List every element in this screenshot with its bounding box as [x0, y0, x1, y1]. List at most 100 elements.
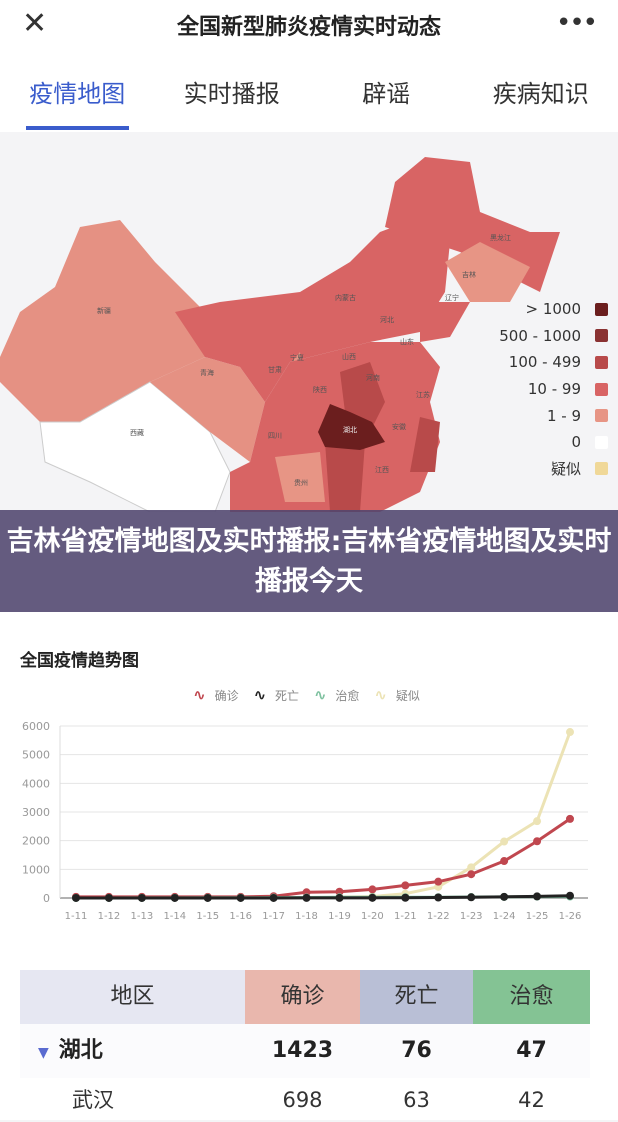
close-icon[interactable]: ✕ [22, 6, 47, 41]
svg-text:宁夏: 宁夏 [290, 353, 304, 362]
chart-legend-item[interactable]: ∿ 治愈 [314, 689, 364, 703]
series-line-0 [76, 819, 570, 897]
region-cell: 武汉 [20, 1078, 245, 1122]
table-row[interactable]: ▼湖北 1423 76 47 [20, 1024, 590, 1078]
header-confirmed[interactable]: 确诊 [245, 970, 360, 1024]
data-point [237, 894, 245, 902]
legend-item[interactable]: 100 - 499 [499, 349, 608, 376]
svg-text:河南: 河南 [366, 373, 380, 382]
legend-item[interactable]: 疑似 [499, 456, 608, 483]
data-point [270, 894, 278, 902]
legend-label: 疑似 [551, 458, 581, 479]
svg-text:新疆: 新疆 [97, 306, 111, 315]
china-map[interactable]: 新疆 青海 西藏 内蒙古 黑龙江 吉林 辽宁 宁夏 甘肃 陕西 河南 湖北 四川… [0, 132, 618, 512]
legend-label: > 1000 [525, 300, 581, 318]
tab-disease-knowledge[interactable]: 疾病知识 [464, 50, 618, 132]
data-point [204, 894, 212, 902]
header-cured[interactable]: 治愈 [473, 970, 590, 1024]
legend-item[interactable]: 1 - 9 [499, 402, 608, 429]
svg-text:河北: 河北 [380, 316, 394, 324]
legend-item[interactable]: 500 - 1000 [499, 323, 608, 350]
page-title: 全国新型肺炎疫情实时动态 [177, 9, 441, 41]
more-icon[interactable]: ••• [556, 8, 596, 38]
region-cell[interactable]: ▼湖北 [20, 1024, 245, 1078]
x-tick-label: 1-18 [295, 911, 318, 922]
svg-text:山东: 山东 [400, 337, 414, 346]
svg-text:湖北: 湖北 [343, 425, 357, 434]
caret-down-icon[interactable]: ▼ [38, 1045, 49, 1061]
chart-title: 全国疫情趋势图 [20, 646, 139, 671]
data-point [434, 878, 442, 886]
y-tick-label: 5000 [22, 749, 50, 762]
legend-swatch [595, 356, 608, 369]
svg-text:江西: 江西 [375, 466, 389, 474]
data-point [533, 817, 541, 825]
x-tick-label: 1-11 [65, 911, 88, 922]
legend-wave-icon: ∿ [374, 686, 387, 704]
y-tick-label: 1000 [22, 863, 50, 876]
legend-swatch [595, 436, 608, 449]
legend-wave-icon: ∿ [193, 686, 206, 704]
legend-swatch [595, 383, 608, 396]
y-tick-label: 0 [43, 892, 50, 905]
chart-legend-item[interactable]: ∿ 死亡 [254, 689, 304, 703]
data-point [467, 870, 475, 878]
legend-item[interactable]: > 1000 [499, 296, 608, 323]
data-point [467, 893, 475, 901]
x-tick-label: 1-14 [163, 911, 186, 922]
data-point [335, 894, 343, 902]
svg-text:内蒙古: 内蒙古 [335, 293, 356, 302]
tab-live-report[interactable]: 实时播报 [155, 50, 310, 132]
tab-epidemic-map[interactable]: 疫情地图 [0, 50, 155, 132]
svg-text:江苏: 江苏 [416, 390, 430, 399]
cured-cell: 42 [473, 1078, 590, 1122]
y-tick-label: 2000 [22, 835, 50, 848]
legend-swatch [595, 329, 608, 342]
x-tick-label: 1-25 [526, 911, 549, 922]
header-dead[interactable]: 死亡 [360, 970, 473, 1024]
province-liaoning[interactable] [420, 302, 470, 342]
x-tick-label: 1-20 [361, 911, 384, 922]
chart-legend-item[interactable]: ∿ 确诊 [193, 689, 243, 703]
legend-label: 1 - 9 [547, 407, 581, 425]
header-region[interactable]: 地区 [20, 970, 245, 1024]
x-tick-label: 1-26 [559, 911, 582, 922]
table-row[interactable]: 武汉 698 63 42 [20, 1078, 590, 1122]
region-table: 地区 确诊 死亡 治愈 ▼湖北 1423 76 47 武汉 698 63 42 [20, 970, 590, 1122]
x-tick-label: 1-15 [196, 911, 219, 922]
svg-text:安徽: 安徽 [392, 422, 406, 431]
table-header: 地区 确诊 死亡 治愈 [20, 970, 590, 1024]
svg-text:辽宁: 辽宁 [445, 293, 459, 302]
tab-rumors[interactable]: 辟谣 [309, 50, 464, 132]
legend-label: 500 - 1000 [499, 327, 581, 345]
data-point [566, 728, 574, 736]
y-tick-label: 3000 [22, 806, 50, 819]
data-point [500, 838, 508, 846]
province-hunan[interactable] [325, 442, 365, 512]
svg-text:吉林: 吉林 [462, 270, 476, 279]
x-tick-label: 1-13 [131, 911, 154, 922]
data-point [500, 893, 508, 901]
legend-wave-icon: ∿ [254, 686, 267, 704]
data-point [533, 892, 541, 900]
svg-text:西藏: 西藏 [130, 428, 144, 437]
x-tick-label: 1-24 [493, 911, 516, 922]
legend-item[interactable]: 10 - 99 [499, 376, 608, 403]
data-point [303, 894, 311, 902]
chart-legend-item[interactable]: ∿ 疑似 [374, 689, 424, 703]
y-tick-label: 4000 [22, 777, 50, 790]
data-point [138, 894, 146, 902]
confirmed-cell: 1423 [245, 1024, 360, 1078]
x-tick-label: 1-17 [262, 911, 285, 922]
x-tick-label: 1-21 [394, 911, 417, 922]
data-point [72, 894, 80, 902]
data-point [368, 894, 376, 902]
legend-label: 0 [571, 433, 581, 451]
svg-text:黑龙江: 黑龙江 [490, 233, 511, 242]
legend-item[interactable]: 0 [499, 429, 608, 456]
data-point [500, 857, 508, 865]
data-point [434, 894, 442, 902]
data-point [368, 885, 376, 893]
data-point [467, 863, 475, 871]
